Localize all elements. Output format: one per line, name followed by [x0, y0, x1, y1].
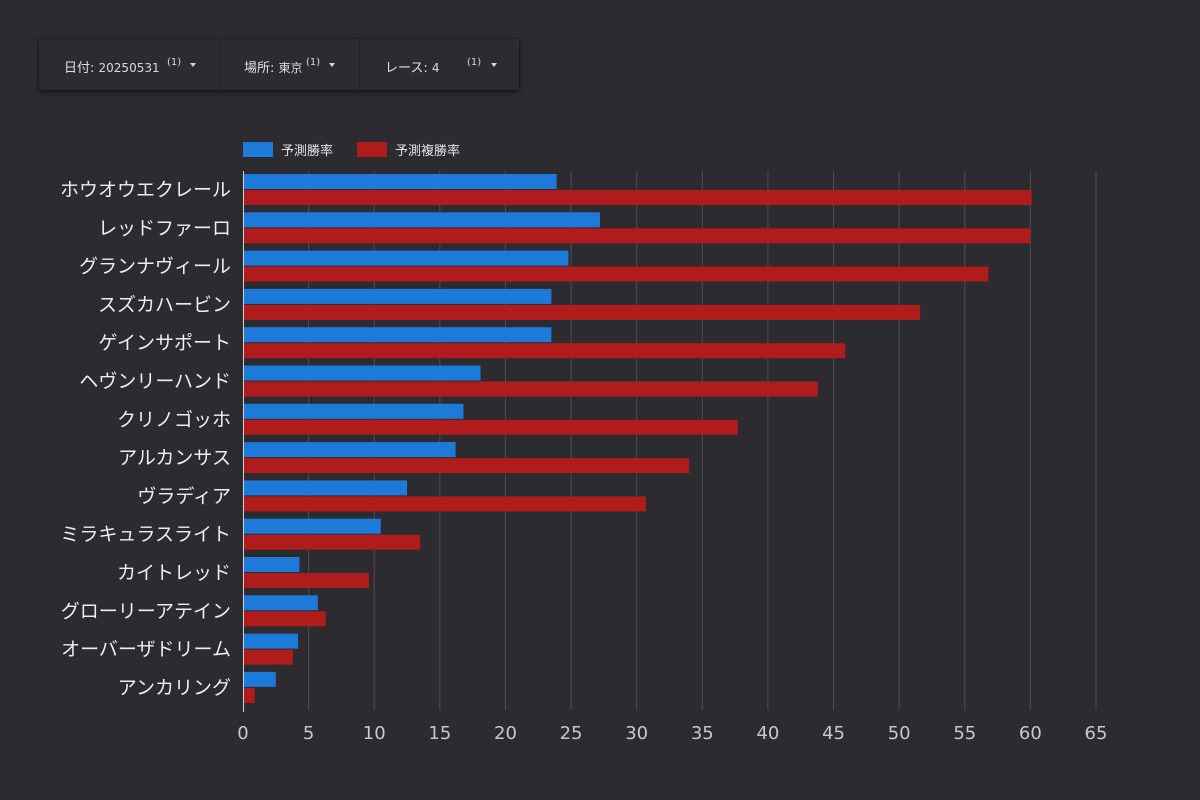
- bar-place: [244, 687, 255, 703]
- x-tick-label: 65: [1085, 723, 1108, 744]
- race-filter-count: (1): [467, 57, 482, 68]
- bar-place: [244, 228, 1031, 244]
- category-label: グランナヴィール: [79, 256, 231, 278]
- bar-place: [244, 304, 921, 320]
- legend-item-place[interactable]: 予測複勝率: [357, 140, 460, 159]
- x-tick-label: 30: [625, 723, 648, 744]
- bar-place: [244, 649, 293, 665]
- bar-win: [244, 327, 552, 343]
- bar-place: [244, 573, 369, 588]
- legend-item-win[interactable]: 予測勝率: [243, 140, 333, 159]
- bar-win: [244, 365, 481, 381]
- bar-win: [244, 174, 557, 189]
- bar-place: [244, 266, 989, 282]
- chevron-down-icon: [190, 63, 196, 67]
- category-label: クリノゴッホ: [117, 409, 231, 431]
- race-filter-label: レース: [385, 61, 424, 76]
- bar-win: [244, 480, 408, 496]
- category-label: アルカンサス: [118, 447, 231, 469]
- place-filter[interactable]: 場所: 東京 (1): [220, 39, 360, 90]
- date-filter[interactable]: 日付: 20250531 (1): [39, 39, 220, 90]
- x-tick-label: 20: [494, 723, 517, 744]
- bar-win: [244, 288, 552, 304]
- place-filter-count: (1): [306, 57, 321, 68]
- bar-win: [244, 518, 381, 534]
- chevron-down-icon: [329, 63, 335, 67]
- x-tick-label: 60: [1019, 723, 1042, 744]
- date-filter-value: 20250531: [98, 61, 160, 75]
- category-label: グローリーアテイン: [61, 600, 231, 622]
- bar-win: [244, 250, 569, 266]
- x-tick-label: 25: [560, 723, 583, 744]
- chevron-down-icon: [491, 63, 497, 67]
- x-tick-label: 50: [888, 723, 911, 744]
- date-filter-count: (1): [167, 57, 182, 68]
- bar-win: [244, 633, 299, 649]
- legend-label-place: 予測複勝率: [395, 144, 461, 159]
- bar-place: [244, 534, 421, 550]
- x-tick-label: 15: [428, 723, 451, 744]
- category-label: ゲインサポート: [98, 332, 231, 354]
- bar-win: [244, 442, 456, 458]
- bar-place: [244, 190, 1032, 205]
- chart-legend: 予測勝率 予測複勝率: [243, 140, 484, 159]
- bar-win: [244, 403, 464, 419]
- category-label: スズカハービン: [98, 294, 231, 316]
- bar-place: [244, 381, 818, 397]
- x-tick-label: 35: [691, 723, 714, 744]
- category-label: アンカリング: [118, 677, 231, 699]
- category-label: ホウオウエクレール: [60, 179, 231, 201]
- bar-place: [244, 343, 846, 359]
- category-label: ヴラディア: [137, 485, 231, 507]
- x-tick-label: 10: [363, 723, 386, 744]
- category-label: ヘヴンリーハンド: [79, 371, 231, 393]
- x-tick-label: 5: [303, 723, 314, 744]
- place-filter-label: 場所: [244, 61, 271, 76]
- x-tick-label: 55: [953, 723, 976, 744]
- race-filter-value: 4: [431, 61, 440, 75]
- race-filter[interactable]: レース: 4 (1): [360, 39, 519, 90]
- category-label: ミラキュラスライト: [60, 524, 231, 546]
- x-tick-label: 0: [237, 723, 248, 744]
- bar-win: [244, 212, 600, 228]
- bar-place: [244, 496, 646, 512]
- bar-win: [244, 671, 276, 687]
- category-label: オーバーザドリーム: [61, 639, 231, 661]
- legend-label-win: 予測勝率: [281, 144, 334, 159]
- filter-bar: 日付: 20250531 (1) 場所: 東京 (1) レース: 4 (1): [39, 39, 519, 90]
- x-tick-label: 40: [756, 723, 779, 744]
- place-filter-value: 東京: [278, 61, 303, 75]
- bar-place: [244, 419, 738, 435]
- legend-swatch-place: [357, 142, 388, 157]
- category-label: レッドファーロ: [98, 217, 231, 239]
- bar-win: [244, 595, 318, 611]
- bar-win: [244, 557, 300, 572]
- bar-place: [244, 458, 690, 474]
- bar-place: [244, 611, 326, 627]
- x-tick-label: 45: [822, 723, 845, 744]
- legend-swatch-win: [243, 142, 273, 157]
- category-label: カイトレッド: [117, 562, 231, 584]
- date-filter-label: 日付: [64, 61, 91, 76]
